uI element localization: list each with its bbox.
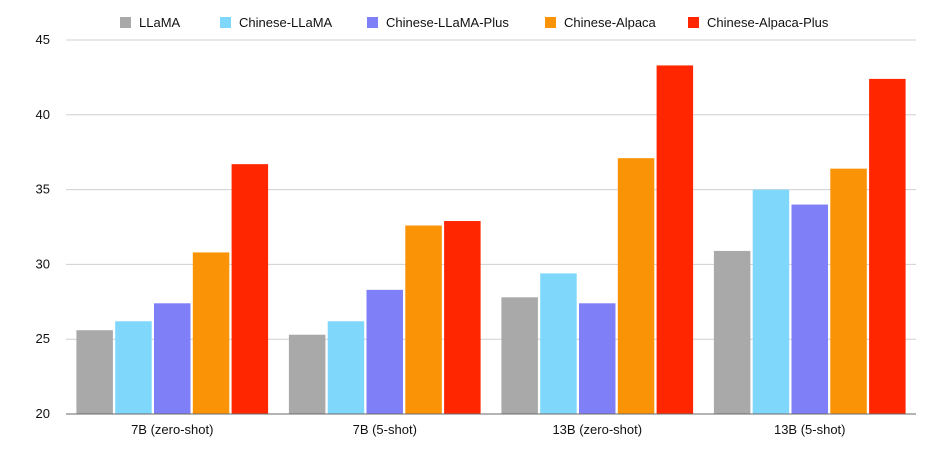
bar-chinese-alpaca (617, 158, 655, 414)
y-tick-label: 30 (36, 256, 50, 271)
bar-chinese-llama (327, 321, 365, 414)
bar-llama (501, 297, 538, 414)
legend-label: Chinese-Alpaca-Plus (707, 15, 829, 30)
x-category-label: 7B (5-shot) (353, 422, 417, 437)
legend-swatch (220, 17, 231, 28)
bar-chinese-llama-plus (791, 204, 828, 414)
x-category-label: 13B (5-shot) (774, 422, 846, 437)
y-tick-label: 40 (36, 107, 50, 122)
bar-chinese-llama (115, 321, 152, 414)
y-tick-label: 25 (36, 331, 50, 346)
bar-chinese-alpaca (192, 252, 230, 414)
bar-chinese-alpaca-plus (444, 221, 481, 414)
legend-label: Chinese-Alpaca (564, 15, 657, 30)
bar-chinese-alpaca-plus (656, 65, 694, 414)
bar-chinese-llama-plus (579, 303, 616, 414)
bar-chinese-llama (752, 189, 790, 414)
bar-chinese-alpaca (405, 225, 442, 414)
bar-chinese-llama-plus (154, 303, 191, 414)
bar-chinese-alpaca (830, 168, 867, 414)
legend-swatch (120, 17, 131, 28)
bar-llama (76, 330, 113, 414)
y-tick-label: 20 (36, 406, 50, 421)
legend-swatch (545, 17, 556, 28)
bar-chinese-alpaca-plus (869, 78, 906, 415)
y-tick-label: 35 (36, 182, 50, 197)
bar-chinese-llama (540, 273, 577, 414)
legend-swatch (688, 17, 699, 28)
legend-swatch (367, 17, 378, 28)
legend-label: Chinese-LLaMA-Plus (386, 15, 509, 30)
legend: LLaMA Chinese-LLaMA Chinese-LLaMA-Plus Chin… (120, 15, 829, 30)
legend-label: LLaMA (139, 15, 181, 30)
bar-llama (713, 250, 751, 414)
axes: 20 25 30 35 40 45 7B (zero-shot) 7B (5-shot) 13B… (36, 32, 916, 437)
bar-chinese-alpaca-plus (231, 164, 269, 414)
x-category-label: 7B (zero-shot) (131, 422, 213, 437)
bars (76, 65, 906, 415)
legend-label: Chinese-LLaMA (239, 15, 333, 30)
x-category-label: 13B (zero-shot) (552, 422, 642, 437)
bar-llama (288, 334, 326, 414)
y-tick-label: 45 (36, 32, 50, 47)
bar-chinese-llama-plus (366, 289, 403, 414)
